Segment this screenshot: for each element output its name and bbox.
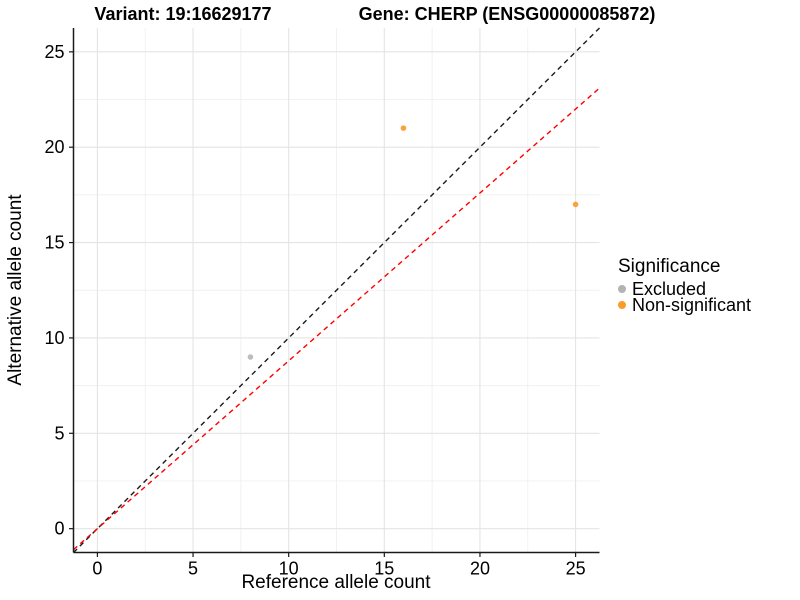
x-tick-label: 15 xyxy=(374,559,394,579)
legend-items: Excluded Non-significant xyxy=(618,278,752,315)
y-tick-label: 15 xyxy=(44,233,64,253)
legend-label: Non-significant xyxy=(632,294,752,315)
legend-title: Significance xyxy=(618,256,721,277)
y-tick-label: 0 xyxy=(54,519,64,539)
legend-swatch-icon xyxy=(618,301,626,309)
legend: Significance Excluded Non-significant xyxy=(618,256,752,315)
legend-item-non-significant: Non-significant xyxy=(618,294,752,315)
y-tick-label: 5 xyxy=(54,423,64,443)
legend-label: Excluded xyxy=(632,278,707,299)
data-point-excluded xyxy=(247,354,254,360)
y-tick-label: 20 xyxy=(44,137,64,157)
x-tick-label: 10 xyxy=(279,559,299,579)
x-tick-label: 25 xyxy=(566,559,586,579)
variant-title: Variant: 19:16629177 xyxy=(94,4,272,24)
x-tick-label: 20 xyxy=(470,559,490,579)
x-axis-title: Reference allele count xyxy=(241,572,431,593)
y-tick-label: 10 xyxy=(44,328,64,348)
y-tick-label: 25 xyxy=(44,42,64,62)
x-tick-label: 5 xyxy=(188,559,198,579)
data-point-non-significant xyxy=(572,201,579,208)
gene-title: Gene: CHERP (ENSG00000085872) xyxy=(358,4,656,24)
legend-swatch-icon xyxy=(618,285,626,293)
identity-line xyxy=(73,27,600,553)
legend-item-excluded: Excluded xyxy=(618,278,751,299)
data-point-non-significant xyxy=(400,125,407,131)
x-tick-label: 0 xyxy=(92,559,102,579)
y-axis-title: Alternative allele count xyxy=(5,194,26,386)
